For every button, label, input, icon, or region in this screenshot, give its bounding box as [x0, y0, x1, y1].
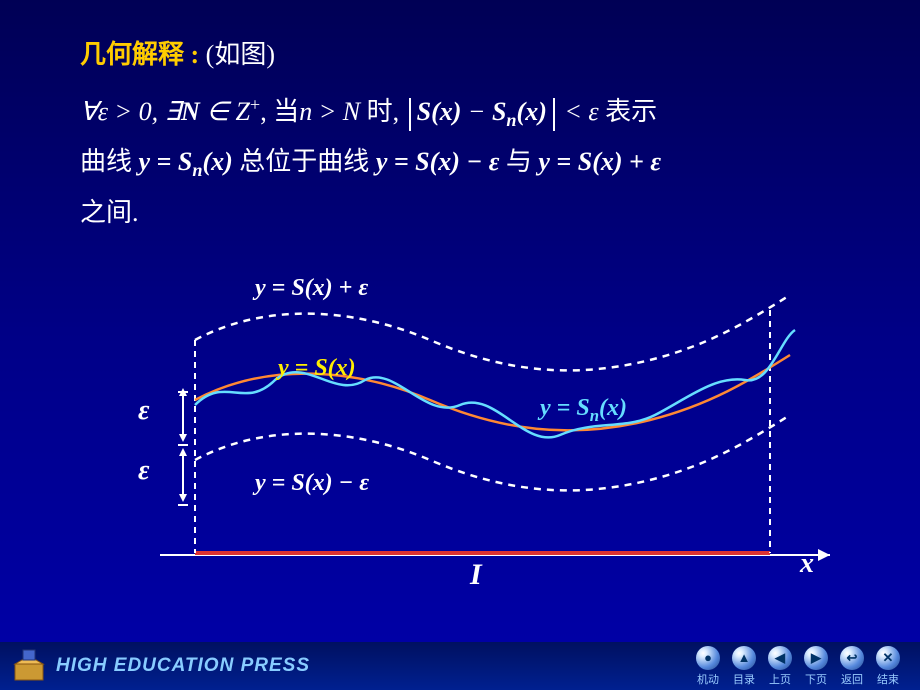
label-I: I — [470, 558, 482, 592]
gt0: > 0, — [108, 97, 165, 126]
nav-motion-label: 机动 — [697, 671, 719, 687]
Snx: S — [492, 97, 506, 126]
abs-expr: S(x) − Sn(x) — [409, 98, 555, 130]
nav-end-label: 结束 — [877, 671, 899, 687]
label-sx: y = S(x) — [278, 355, 356, 382]
gtN: > N — [312, 97, 366, 126]
nav-prev-icon: ◀ — [768, 646, 792, 670]
chart-area: y = S(x) + ε y = S(x) y = Sn(x) y = S(x)… — [130, 280, 850, 600]
title-label: 几何解释 : — [80, 40, 199, 69]
inZ: ∈ Z — [200, 97, 250, 126]
Sx: S(x) — [417, 97, 462, 126]
nav-toc[interactable]: ▲ 目录 — [732, 646, 756, 687]
nav-toc-icon: ▲ — [732, 646, 756, 670]
brand-text: HIGH EDUCATION PRESS — [56, 655, 310, 677]
Sn-sub: n — [192, 160, 202, 180]
eps-bot-arrow2 — [179, 494, 187, 502]
label-upper: y = S(x) + ε — [255, 275, 368, 302]
Snx-sub: n — [506, 111, 516, 131]
logo-icon — [9, 646, 49, 686]
label-sn-sub: n — [590, 406, 599, 425]
slide-content: 几何解释 : (如图) ∀ε > 0, ∃N ∈ Z+, 当n > N 时, S… — [0, 0, 920, 237]
yu: 与 — [506, 147, 532, 176]
nav-end[interactable]: ✕ 结束 — [876, 646, 900, 687]
Sx-minus: y = S(x) − ε — [376, 147, 500, 176]
title-suffix: (如图) — [199, 40, 275, 69]
y-eq-1: y = — [139, 147, 178, 176]
Sn-tail: (x) — [202, 147, 232, 176]
n: n — [299, 97, 312, 126]
label-sn: y = Sn(x) — [540, 395, 627, 426]
line-2: 曲线 y = Sn(x) 总位于曲线 y = S(x) − ε 与 y = S(… — [80, 137, 860, 188]
Snx-tail: (x) — [517, 97, 547, 126]
Sx-plus: y = S(x) + ε — [538, 147, 661, 176]
nav-back-label: 返回 — [841, 671, 863, 687]
comma: , 当 — [260, 97, 299, 126]
footer-bar: HIGH EDUCATION PRESS ● 机动 ▲ 目录 ◀ 上页 ▶ 下页… — [0, 642, 920, 690]
nav-toc-label: 目录 — [733, 671, 755, 687]
exists: ∃ — [165, 97, 181, 126]
N: N — [181, 97, 200, 126]
forall: ∀ — [80, 97, 98, 126]
nav-prev-label: 上页 — [769, 671, 791, 687]
eps-label-2: ε — [138, 455, 149, 487]
nav-buttons: ● 机动 ▲ 目录 ◀ 上页 ▶ 下页 ↩ 返回 ✕ 结束 — [696, 646, 912, 687]
zong: 总位于曲线 — [239, 147, 376, 176]
label-sn-tail: (x) — [599, 395, 627, 421]
biaoshi: 表示 — [605, 97, 657, 126]
nav-next-label: 下页 — [805, 671, 827, 687]
nav-prev[interactable]: ◀ 上页 — [768, 646, 792, 687]
publisher-logo — [8, 645, 50, 687]
eps-label-1: ε — [138, 395, 149, 427]
plus: + — [250, 95, 260, 115]
minus: − — [461, 97, 492, 126]
nav-end-icon: ✕ — [876, 646, 900, 670]
nav-back[interactable]: ↩ 返回 — [840, 646, 864, 687]
eps-top-arrow2 — [179, 434, 187, 442]
quxian: 曲线 — [80, 147, 139, 176]
label-x: x — [800, 548, 814, 580]
nav-back-icon: ↩ — [840, 646, 864, 670]
lt-eps: < ε — [558, 97, 605, 126]
line-3: 之间. — [80, 188, 860, 237]
title-line: 几何解释 : (如图) — [80, 30, 860, 79]
shi: 时, — [367, 97, 406, 126]
nav-next-icon: ▶ — [804, 646, 828, 670]
eps: ε — [98, 97, 108, 126]
nav-motion-icon: ● — [696, 646, 720, 670]
nav-next[interactable]: ▶ 下页 — [804, 646, 828, 687]
line-1: ∀ε > 0, ∃N ∈ Z+, 当n > N 时, S(x) − Sn(x) … — [80, 87, 860, 136]
x-arrow — [818, 549, 830, 561]
chart-svg — [130, 280, 850, 600]
nav-motion[interactable]: ● 机动 — [696, 646, 720, 687]
Sn: S — [178, 147, 192, 176]
label-lower: y = S(x) − ε — [255, 470, 369, 497]
eps-bot-arrow1 — [179, 448, 187, 456]
label-sn-pre: y = S — [540, 395, 590, 421]
